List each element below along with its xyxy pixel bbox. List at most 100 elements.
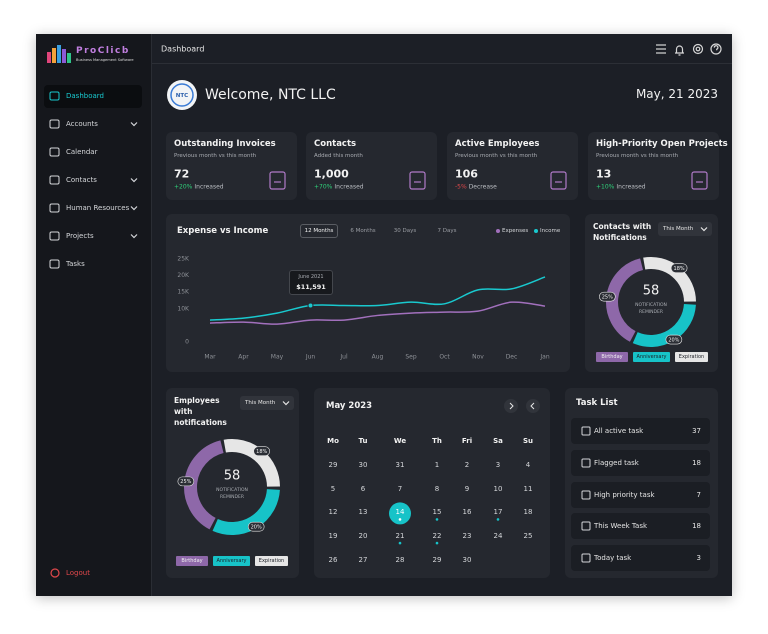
y-tick-label: 0: [185, 339, 189, 346]
tooltip-title: June 2021: [298, 274, 324, 280]
x-tick-label: Jun: [305, 354, 316, 361]
calendar-day[interactable]: 30: [358, 461, 368, 469]
calendar-day[interactable]: 24: [493, 532, 503, 541]
calendar-day[interactable]: 17: [493, 508, 503, 517]
stat-change-text: Increased: [194, 183, 224, 191]
weekday: Su: [522, 437, 534, 445]
range-tab[interactable]: 12 Months: [304, 228, 334, 234]
nav-item[interactable]: Contacts: [66, 176, 97, 184]
calendar-day[interactable]: 9: [464, 484, 470, 493]
filter-label[interactable]: This Month: [245, 400, 276, 406]
stat-change-text: Increased: [616, 183, 646, 191]
task-label[interactable]: All active task: [594, 427, 644, 435]
nav-item[interactable]: Accounts: [66, 120, 98, 128]
calendar-day[interactable]: 18: [523, 508, 533, 517]
task-label[interactable]: High priority task: [594, 491, 655, 499]
prev-month[interactable]: [504, 399, 518, 413]
calendar-day[interactable]: 8: [434, 484, 440, 493]
task-item[interactable]: [571, 450, 710, 476]
task-label[interactable]: Flagged task: [594, 459, 639, 467]
stat-title: Active Employees: [455, 139, 540, 149]
weekday: Mo: [327, 437, 339, 445]
calendar-day[interactable]: 11: [523, 484, 533, 493]
calendar-day[interactable]: 19: [328, 532, 338, 541]
calendar-day[interactable]: 29: [432, 555, 442, 564]
calendar-day[interactable]: 15: [432, 508, 442, 517]
task-label[interactable]: Today task: [594, 554, 632, 562]
filter-dropdown[interactable]: [240, 396, 294, 410]
calendar-day[interactable]: 4: [525, 461, 531, 469]
nav-item[interactable]: Projects: [66, 232, 94, 240]
calendar-day[interactable]: 25: [523, 532, 533, 541]
logout[interactable]: Logout: [66, 569, 90, 577]
chevron-icon: [130, 122, 138, 127]
calendar-day[interactable]: 29: [328, 461, 338, 469]
task-icon: [581, 490, 591, 500]
calendar-day[interactable]: 27: [358, 555, 368, 564]
calendar-day[interactable]: 23: [462, 532, 472, 541]
calendar-day[interactable]: 16: [462, 508, 472, 517]
calendar-day[interactable]: 3: [495, 461, 501, 469]
company-logo: [167, 80, 197, 110]
calendar-day[interactable]: 2: [464, 461, 470, 469]
topbar: [152, 34, 732, 64]
calendar-day[interactable]: 12: [328, 508, 338, 517]
calendar-day[interactable]: 13: [358, 508, 368, 517]
nav-item[interactable]: Dashboard: [66, 92, 104, 100]
calendar-day[interactable]: 6: [360, 484, 366, 493]
task-label[interactable]: This Week Task: [594, 522, 648, 530]
range-tab[interactable]: 30 Days: [393, 228, 417, 234]
stat-title: High-Priority Open Projects: [596, 139, 728, 149]
next-month[interactable]: [526, 399, 540, 413]
legend-chip: [213, 556, 250, 566]
donut-segment: [184, 440, 224, 530]
y-tick-label: 25K: [177, 256, 190, 263]
task-icon: [581, 553, 591, 563]
stat-value: 106: [455, 167, 478, 181]
calendar-day[interactable]: 10: [493, 484, 503, 493]
calendar-day[interactable]: 31: [395, 461, 405, 469]
stat-title: Outstanding Invoices: [174, 139, 276, 149]
stat-title: Contacts: [314, 139, 357, 149]
task-item[interactable]: [571, 418, 710, 444]
calendar-day[interactable]: 20: [358, 532, 368, 541]
value-label-bg: [665, 334, 683, 345]
calendar-day[interactable]: 14: [395, 508, 405, 517]
bell-icon[interactable]: [675, 45, 684, 56]
page-title: Dashboard: [161, 44, 205, 54]
filter-dropdown[interactable]: [658, 222, 712, 236]
task-item[interactable]: [571, 482, 710, 508]
value-label: 20%: [668, 337, 679, 343]
value-label: 18%: [256, 449, 267, 455]
calendar-day[interactable]: 21: [395, 532, 405, 541]
settings-icon[interactable]: [692, 43, 704, 55]
menu-icon[interactable]: [656, 44, 666, 54]
calendar-day[interactable]: 7: [397, 484, 403, 493]
calendar-day[interactable]: 28: [395, 555, 405, 564]
legend-label: Anniversary: [216, 558, 247, 564]
tab-active-bg: [300, 224, 338, 238]
legend-chip: [633, 352, 670, 362]
range-tab[interactable]: 7 Days: [437, 228, 457, 234]
value-label: 18%: [674, 266, 685, 272]
nav-item[interactable]: Tasks: [66, 260, 85, 268]
donut-title: Employees with notifications: [174, 396, 227, 427]
legend-label: Expiration: [678, 354, 705, 360]
chevron-icon: [700, 227, 708, 232]
stat-change-row: +70% Increased: [314, 184, 364, 191]
calendar-day[interactable]: 30: [462, 555, 472, 564]
calendar-day[interactable]: 22: [432, 532, 442, 541]
chart-card: [166, 214, 570, 372]
task-item[interactable]: [571, 545, 710, 571]
calendar-day[interactable]: 26: [328, 555, 338, 564]
calendar-day[interactable]: 5: [330, 484, 336, 493]
calendar-day[interactable]: 1: [434, 461, 440, 469]
nav-item[interactable]: Human Resources: [66, 204, 130, 212]
help-icon[interactable]: [710, 43, 722, 55]
filter-label[interactable]: This Month: [663, 226, 694, 232]
current-date: May, 21 2023: [635, 87, 718, 101]
legend-dot: [496, 229, 500, 233]
range-tab[interactable]: 6 Months: [350, 228, 376, 234]
task-item[interactable]: [571, 513, 710, 539]
nav-item[interactable]: Calendar: [66, 148, 98, 156]
